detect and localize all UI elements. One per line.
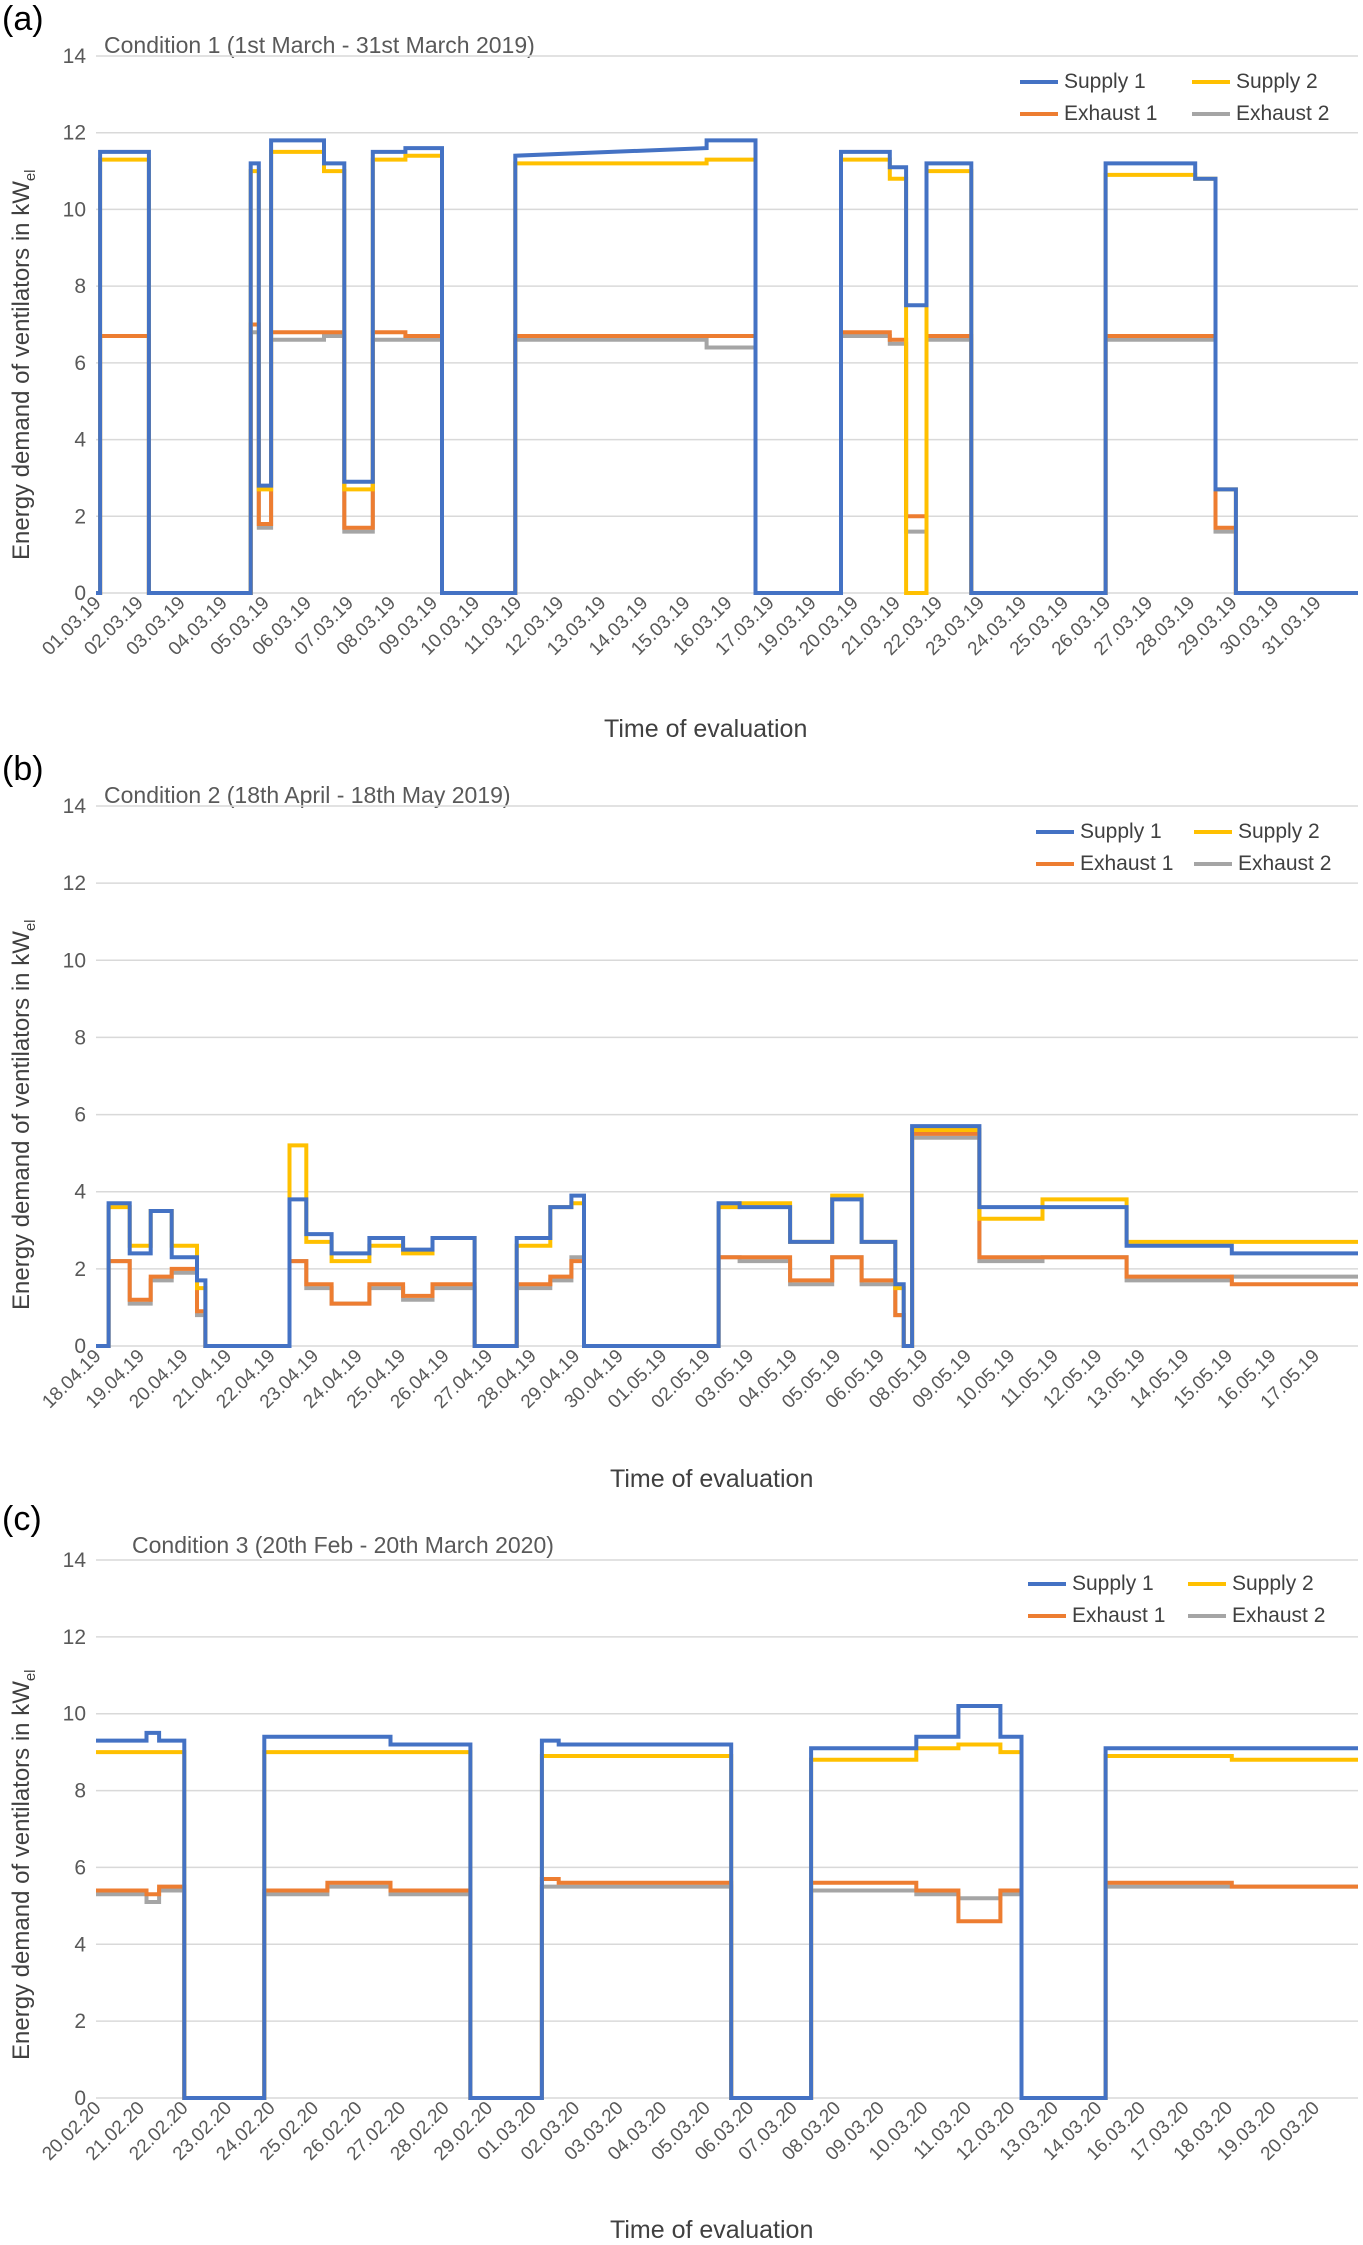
legend-item-supply-2: Supply 2 — [1194, 820, 1320, 844]
legend-swatch-exhaust-2 — [1192, 112, 1230, 116]
x-axis-label: Time of evaluation — [604, 715, 808, 743]
chart-title: Condition 3 (20th Feb - 20th March 2020) — [132, 1532, 554, 1558]
series-line-supply-1 — [96, 1124, 1358, 1348]
y-tick-label: 6 — [74, 1856, 86, 1879]
y-tick-label: 0 — [74, 582, 86, 605]
legend-item-exhaust-2: Exhaust 2 — [1192, 102, 1329, 126]
y-tick-label: 4 — [74, 1181, 86, 1204]
y-tick-label: 10 — [63, 1703, 86, 1726]
y-tick-label: 6 — [74, 1104, 86, 1127]
y-tick-label: 10 — [63, 949, 86, 972]
y-tick-label: 2 — [74, 505, 86, 528]
y-tick-label: 12 — [63, 872, 86, 895]
legend-item-exhaust-1: Exhaust 1 — [1036, 852, 1173, 876]
series-line-exhaust-2 — [96, 1884, 1358, 2100]
legend: Supply 1 Supply 2 Exhaust 1 Exhaust 2 — [1036, 820, 1363, 884]
legend-swatch-exhaust-1 — [1020, 112, 1058, 116]
x-axis-label: Time of evaluation — [610, 1465, 814, 1493]
legend-swatch-supply-2 — [1192, 80, 1230, 84]
chart-plot-a: 0246810121401.03.1902.03.1903.03.1904.03… — [38, 45, 1358, 660]
chart-panel-a: (a) Condition 1 (1st March - 31st March … — [0, 0, 1363, 743]
y-tick-label: 10 — [63, 198, 86, 221]
series-line-supply-2 — [96, 1128, 1358, 1348]
legend-swatch-supply-2 — [1194, 830, 1232, 834]
legend-item-exhaust-2: Exhaust 2 — [1188, 1604, 1325, 1628]
panel-label: (c) — [2, 1500, 42, 1538]
y-tick-label: 14 — [63, 1549, 87, 1572]
legend-item-supply-1: Supply 1 — [1036, 820, 1162, 844]
y-tick-label: 12 — [63, 1626, 86, 1649]
chart-panel-c: (c) Condition 3 (20th Feb - 20th March 2… — [0, 1500, 1363, 2245]
series-line-supply-1 — [96, 1704, 1358, 2100]
legend-swatch-exhaust-1 — [1028, 1614, 1066, 1618]
y-tick-label: 4 — [74, 1933, 86, 1956]
legend-swatch-exhaust-2 — [1194, 862, 1232, 866]
legend-swatch-supply-1 — [1020, 80, 1058, 84]
y-tick-label: 12 — [63, 122, 86, 145]
y-tick-label: 8 — [74, 1026, 86, 1049]
series-line-exhaust-1 — [96, 322, 1358, 595]
legend-swatch-supply-1 — [1036, 830, 1074, 834]
legend-item-supply-1: Supply 1 — [1020, 70, 1146, 94]
y-tick-label: 2 — [74, 1258, 86, 1281]
legend-swatch-exhaust-2 — [1188, 1614, 1226, 1618]
y-tick-label: 4 — [74, 429, 86, 452]
chart-plot-b: 0246810121418.04.1919.04.1920.04.1921.04… — [38, 795, 1358, 1413]
y-tick-label: 0 — [74, 2087, 86, 2110]
legend-item-exhaust-2: Exhaust 2 — [1194, 852, 1331, 876]
y-tick-label: 0 — [74, 1335, 86, 1358]
panel-label: (a) — [2, 0, 44, 38]
legend-item-supply-2: Supply 2 — [1192, 70, 1318, 94]
y-tick-label: 8 — [74, 1780, 86, 1803]
series-line-exhaust-2 — [96, 330, 1358, 595]
legend-item-supply-1: Supply 1 — [1028, 1572, 1154, 1596]
y-tick-label: 14 — [63, 45, 87, 68]
chart-title: Condition 2 (18th April - 18th May 2019) — [104, 782, 511, 808]
series-line-supply-1 — [96, 138, 1358, 595]
legend-swatch-supply-2 — [1188, 1582, 1226, 1586]
legend: Supply 1 Supply 2 Exhaust 1 Exhaust 2 — [1020, 70, 1350, 134]
chart-panel-b: (b) Condition 2 (18th April - 18th May 2… — [0, 750, 1363, 1493]
y-tick-label: 14 — [63, 795, 87, 818]
legend-item-supply-2: Supply 2 — [1188, 1572, 1314, 1596]
chart-title: Condition 1 (1st March - 31st March 2019… — [104, 32, 535, 58]
y-tick-label: 8 — [74, 275, 86, 298]
x-axis-label: Time of evaluation — [610, 2216, 814, 2244]
legend-swatch-exhaust-1 — [1036, 862, 1074, 866]
legend-item-exhaust-1: Exhaust 1 — [1020, 102, 1157, 126]
y-tick-label: 2 — [74, 2010, 86, 2033]
series-line-supply-2 — [96, 149, 1358, 595]
legend-swatch-supply-1 — [1028, 1582, 1066, 1586]
y-tick-label: 6 — [74, 352, 86, 375]
series-line-supply-2 — [96, 1742, 1358, 2100]
legend: Supply 1 Supply 2 Exhaust 1 Exhaust 2 — [1028, 1572, 1358, 1636]
legend-item-exhaust-1: Exhaust 1 — [1028, 1604, 1165, 1628]
series-line-exhaust-1 — [96, 1877, 1358, 2100]
panel-label: (b) — [2, 750, 44, 788]
chart-plot-c: 0246810121420.02.2021.02.2022.02.2023.02… — [38, 1549, 1358, 2165]
